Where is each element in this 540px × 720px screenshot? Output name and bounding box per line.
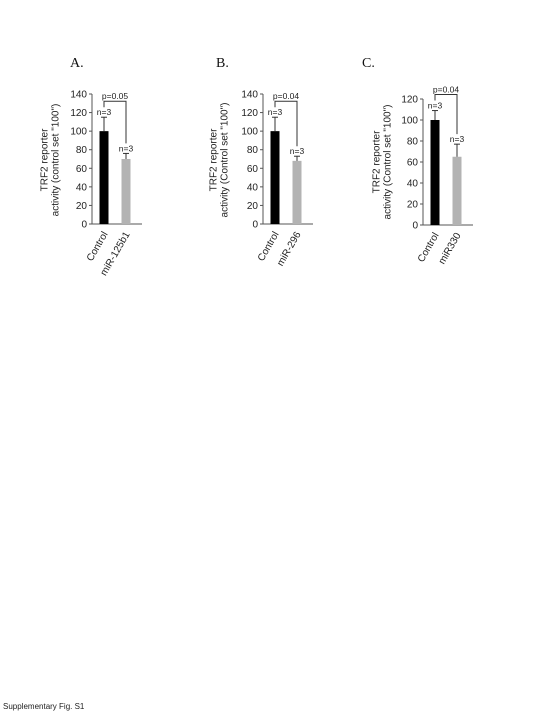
significance-bracket	[274, 100, 298, 147]
y-tick-label: 80	[407, 137, 419, 148]
y-tick-label: 120	[401, 95, 418, 106]
chart-panel-1: A. 0 20 40 60 80 100 120 140 TRF2 reporteractivit…	[40, 56, 142, 278]
y-tick-label: 40	[76, 182, 88, 193]
y-axis-title: TRF2 reporteractivity (Control set "100"…	[372, 105, 394, 220]
n-label: n=3	[268, 107, 283, 117]
panel-label: C.	[362, 56, 375, 71]
y-tick-label: 20	[247, 201, 259, 212]
y-tick-label: 40	[407, 179, 419, 190]
y-tick-label: 0	[252, 220, 258, 231]
figure-panels: A. 0 20 40 60 80 100 120 140 TRF2 reporteractivit…	[40, 56, 473, 278]
significance-bracket	[434, 94, 458, 135]
panel-label: A.	[70, 56, 84, 71]
y-axis-title: TRF2 reporteractivity (Control set "100"…	[209, 103, 231, 218]
y-tick-label: 20	[76, 201, 88, 212]
panel-label: B.	[216, 56, 229, 71]
y-tick-label: 100	[401, 116, 418, 127]
n-label: n=3	[290, 146, 305, 156]
n-label: n=3	[428, 101, 443, 111]
y-tick-label: 140	[241, 90, 258, 101]
y-tick-label: 60	[407, 158, 419, 169]
y-tick-label: 100	[70, 127, 87, 138]
category-label: miR330	[437, 231, 464, 267]
bar-control	[270, 131, 280, 224]
y-tick-label: 0	[412, 221, 418, 232]
p-value-label: p=0.05	[102, 91, 129, 101]
y-tick-label: 140	[70, 90, 87, 101]
y-tick-label: 20	[407, 200, 419, 211]
y-tick-label: 40	[247, 182, 259, 193]
chart-panel-3: C. 0 20 40 60 80 100 120 TRF2 reporteractivity (…	[362, 56, 473, 266]
y-tick-label: 120	[241, 108, 258, 119]
n-label: n=3	[97, 107, 112, 117]
y-tick-label: 80	[76, 145, 88, 156]
y-tick-label: 100	[241, 127, 258, 138]
y-tick-label: 120	[70, 108, 87, 119]
y-tick-label: 0	[81, 220, 87, 231]
figure-caption: Supplementary Fig. S1	[3, 702, 85, 711]
bar-mir-125b1	[121, 159, 131, 224]
p-value-label: p=0.04	[273, 91, 300, 101]
bar-mir330	[452, 156, 462, 225]
bar-control	[430, 120, 440, 225]
y-tick-label: 60	[247, 164, 259, 175]
y-axis-title: TRF2 reporteractivity (control set "100"…	[40, 104, 62, 217]
n-label: n=3	[450, 134, 465, 144]
p-value-label: p=0.04	[433, 85, 460, 95]
significance-bracket	[103, 100, 127, 144]
y-tick-label: 60	[76, 164, 88, 175]
chart-panel-2: B. 0 20 40 60 80 100 120 140 TRF2 reporteractivit…	[209, 56, 313, 268]
bar-control	[99, 131, 109, 224]
bar-mir-296	[292, 160, 302, 224]
y-tick-label: 80	[247, 145, 259, 156]
n-label: n=3	[119, 143, 134, 153]
